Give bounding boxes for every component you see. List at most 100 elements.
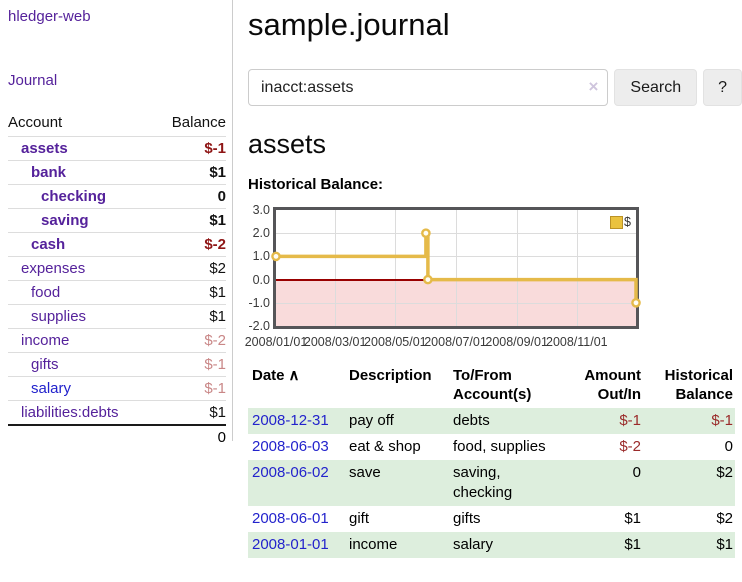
- account-row-expenses: expenses $2: [8, 256, 226, 280]
- data-point-marker: [271, 251, 281, 262]
- account-link[interactable]: food: [31, 284, 61, 301]
- account-link[interactable]: bank: [31, 164, 67, 181]
- account-heading: assets: [248, 129, 327, 159]
- account-link[interactable]: assets: [21, 140, 68, 157]
- y-axis-tick-label: -2.0: [248, 319, 270, 333]
- account-balance: $1: [209, 164, 226, 181]
- register-header-row: Date ∧ Description To/From Account(s) Amo…: [248, 364, 735, 408]
- sort-ascending-icon: ∧: [288, 367, 300, 384]
- hledger-web-link[interactable]: hledger-web: [8, 8, 91, 25]
- account-link[interactable]: expenses: [21, 260, 86, 277]
- register-row: 2008-12-31 pay off debts $-1 $-1: [248, 408, 735, 434]
- y-axis-tick-label: 3.0: [252, 203, 270, 217]
- chart-legend: $: [610, 215, 631, 229]
- chart-plot-area: $: [271, 207, 641, 329]
- y-axis-tick-label: 0.0: [252, 272, 270, 287]
- transaction-balance: $2: [643, 460, 735, 506]
- journal-nav: Journal: [8, 72, 226, 90]
- y-axis-tick-label: 1.0: [252, 249, 270, 264]
- search-input[interactable]: [248, 69, 609, 106]
- account-link[interactable]: checking: [41, 188, 107, 205]
- date-column-header[interactable]: Date ∧: [252, 367, 300, 384]
- horizontal-gridline: [276, 302, 636, 304]
- balance-series-line: [271, 228, 641, 308]
- help-button[interactable]: ?: [703, 69, 742, 106]
- transaction-description: gift: [349, 510, 370, 527]
- account-column-header: Account: [8, 114, 63, 131]
- transaction-amount: $-2: [619, 438, 641, 455]
- vertical-gridline: [395, 210, 397, 326]
- accounts-column-header: To/From Account(s): [453, 367, 532, 403]
- transaction-description: save: [345, 460, 449, 506]
- x-axis-tick-label: 2008/09/01: [485, 335, 548, 349]
- transaction-amount: 0: [557, 460, 643, 506]
- transaction-date-link[interactable]: 2008-01-01: [252, 536, 329, 553]
- y-axis-tick-label: 2.0: [252, 226, 270, 241]
- clear-search-icon[interactable]: ×: [588, 77, 599, 96]
- transaction-date-link[interactable]: 2008-06-01: [252, 510, 329, 527]
- account-balance: $1: [209, 308, 226, 325]
- transaction-accounts: food, supplies: [453, 438, 546, 455]
- sidebar: hledger-web Journal Account Balance asse…: [0, 0, 233, 446]
- search-bar: × Search ?: [248, 69, 742, 106]
- description-column-header: Description: [349, 367, 432, 384]
- transaction-amount: $-1: [557, 408, 643, 434]
- transaction-balance: $2: [716, 510, 733, 527]
- register-table: Date ∧ Description To/From Account(s) Amo…: [248, 364, 735, 558]
- account-link[interactable]: salary: [31, 380, 72, 397]
- account-row-salary: salary $-1: [8, 376, 226, 400]
- accounts-table: Account Balance assets $-1 bank $1 checking 0…: [8, 111, 226, 449]
- transaction-balance: 0: [724, 438, 733, 455]
- register-row: 2008-06-02 save saving, checking 0 $2: [248, 460, 735, 506]
- horizontal-gridline: [276, 256, 636, 258]
- horizontal-gridline: [276, 233, 636, 235]
- account-balance: $1: [209, 212, 226, 229]
- account-link[interactable]: income: [21, 332, 70, 349]
- account-link[interactable]: supplies: [31, 308, 87, 325]
- accounts-table-header: Account Balance: [8, 111, 226, 136]
- transaction-accounts: debts: [449, 408, 557, 434]
- account-link[interactable]: liabilities:debts: [21, 404, 119, 421]
- transaction-balance: $-1: [643, 408, 735, 434]
- register-row: 2008-01-01 income salary $1 $1: [248, 532, 735, 558]
- account-balance: $-2: [204, 236, 226, 253]
- account-row-supplies: supplies $1: [8, 304, 226, 328]
- main-content: sample.journal × Search ? assets Histori…: [244, 0, 742, 558]
- account-link[interactable]: cash: [31, 236, 66, 253]
- account-link[interactable]: gifts: [31, 356, 59, 373]
- transaction-date-link[interactable]: 2008-12-31: [252, 412, 329, 429]
- transaction-description: pay off: [345, 408, 449, 434]
- x-axis-tick-label: 2008/11/01: [545, 335, 608, 349]
- x-axis-tick-label: 2008/01/01: [244, 335, 308, 349]
- x-axis-tick-label: 2008/05/01: [364, 335, 427, 349]
- legend-label: $: [624, 215, 631, 229]
- data-point-marker: [421, 228, 431, 239]
- account-row-liabilities-debts: liabilities:debts $1: [8, 400, 226, 424]
- historical-balance-chart: 3.0 2.0 1.0 0.0 -1.0 -2.0 $ 2008/01/01 2008/03…: [244, 203, 678, 349]
- account-row-assets: assets $-1: [8, 136, 226, 160]
- register-row: 2008-06-03 eat & shop food, supplies $-2 0: [248, 434, 735, 460]
- transaction-date-link[interactable]: 2008-06-02: [252, 464, 329, 481]
- accounts-total-value: 0: [217, 429, 226, 446]
- journal-link[interactable]: Journal: [8, 72, 58, 89]
- x-axis-tick-label: 2008/03/01: [303, 335, 367, 349]
- search-button[interactable]: Search: [614, 69, 698, 106]
- transaction-accounts: salary: [449, 532, 557, 558]
- accounts-total-row: 0: [8, 424, 226, 449]
- account-row-bank: bank $1: [8, 160, 226, 184]
- account-row-income: income $-2: [8, 328, 226, 352]
- x-axis-tick-label: 2008/07/01: [424, 335, 487, 349]
- transaction-date-link[interactable]: 2008-06-03: [252, 438, 329, 455]
- transaction-balance: $1: [643, 532, 735, 558]
- transaction-accounts: saving, checking: [449, 460, 557, 506]
- account-balance: $-1: [204, 356, 226, 373]
- transaction-amount: $1: [557, 532, 643, 558]
- page-title: sample.journal: [248, 7, 450, 42]
- account-link[interactable]: saving: [41, 212, 89, 229]
- vertical-gridline: [516, 210, 518, 326]
- transaction-description: eat & shop: [349, 438, 421, 455]
- account-balance: $2: [209, 260, 226, 277]
- vertical-gridline: [455, 210, 457, 326]
- app-brand: hledger-web: [8, 8, 226, 26]
- legend-swatch-icon: [610, 215, 624, 229]
